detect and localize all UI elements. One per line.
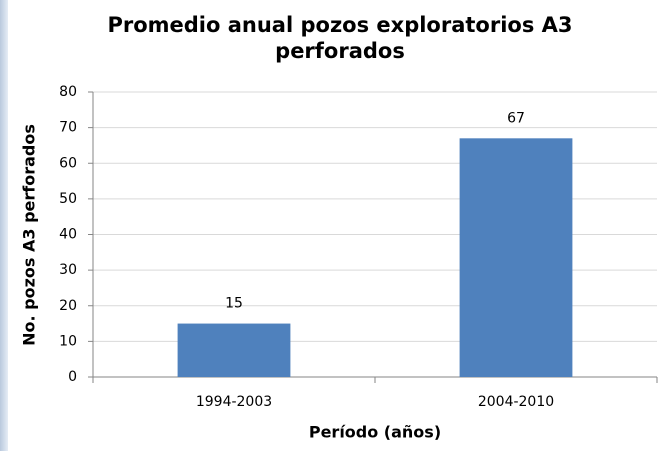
bar xyxy=(177,323,291,377)
y-tick-label: 0 xyxy=(68,369,77,385)
window-edge xyxy=(0,0,8,451)
y-axis-title: No. pozos A3 perforados xyxy=(20,124,39,346)
data-label: 67 xyxy=(507,110,525,126)
data-label: 15 xyxy=(225,296,243,312)
y-tick-label: 60 xyxy=(59,155,77,171)
y-tick-label: 40 xyxy=(59,227,77,243)
x-tick-label: 2004-2010 xyxy=(478,394,554,410)
y-tick-label: 30 xyxy=(59,262,77,278)
bar xyxy=(459,138,573,377)
x-axis-title: Período (años) xyxy=(309,423,441,442)
x-tick-label: 1994-2003 xyxy=(196,394,272,410)
y-tick-label: 70 xyxy=(59,120,77,136)
y-tick-label: 20 xyxy=(59,298,77,314)
chart-title: Promedio anual pozos exploratorios A3 pe… xyxy=(107,13,573,63)
y-tick-label: 10 xyxy=(59,333,77,349)
y-tick-label: 80 xyxy=(59,84,77,100)
y-tick-label: 50 xyxy=(59,191,77,207)
